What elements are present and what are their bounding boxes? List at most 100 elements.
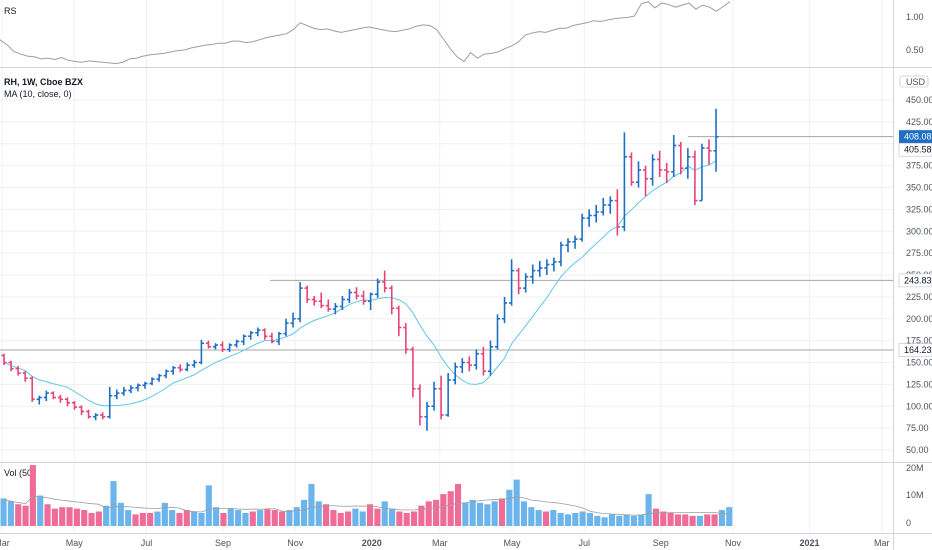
ohlc-bar — [431, 381, 437, 411]
volume-bar — [432, 499, 440, 526]
volume-bar — [139, 512, 146, 526]
price-axis[interactable]: 1.00 0.50 USD 450.00425.00400.00375.0035… — [898, 12, 932, 528]
volume-bar — [645, 494, 652, 526]
volume-bar — [616, 515, 623, 526]
volume-bar — [227, 508, 234, 526]
volume-bars — [0, 465, 733, 526]
price-tick: 350.00 — [906, 183, 932, 193]
volume-bar — [403, 512, 410, 526]
time-tick: Mar — [432, 538, 448, 548]
time-tick: Nov — [725, 538, 742, 548]
volume-bar — [484, 504, 491, 526]
rs-line — [0, 1, 731, 65]
volume-label: Vol (50) — [4, 468, 35, 478]
volume-bar — [718, 510, 725, 526]
ohlc-bar — [255, 327, 261, 337]
volume-bar — [37, 495, 44, 526]
ohlc-bar — [135, 383, 141, 392]
volume-bar — [572, 512, 579, 526]
ohlc-bar — [494, 314, 501, 350]
volume-bar — [95, 511, 102, 526]
ohlc-bar — [424, 401, 430, 431]
time-tick: May — [66, 538, 84, 548]
ohlc-bar — [382, 270, 388, 293]
price-panel: RH, 1W, Cboe BZX MA (10, close, 0) — [0, 77, 893, 431]
ohlc-bar — [459, 358, 465, 373]
volume-bar — [652, 508, 659, 526]
rs-panel: RS — [0, 1, 731, 65]
ohlc-bar — [657, 150, 663, 177]
ohlc-bar — [558, 241, 564, 267]
reference-lines — [0, 136, 893, 351]
volume-bar — [59, 507, 66, 526]
volume-bar — [161, 502, 168, 526]
ohlc-bar — [269, 332, 275, 344]
time-tick: Jul — [578, 538, 590, 548]
ohlc-bar — [480, 346, 486, 376]
price-tick: 50.00 — [906, 445, 929, 455]
volume-bar — [396, 511, 403, 526]
volume-bar — [301, 499, 308, 526]
ohlc-bar — [57, 394, 63, 403]
volume-bar — [213, 507, 220, 526]
volume-bar — [594, 515, 601, 526]
ohlc-bar — [410, 346, 416, 398]
volume-bar — [220, 512, 227, 526]
volume-bar — [608, 514, 616, 526]
volume-bar — [682, 514, 689, 526]
volume-bar — [535, 510, 542, 526]
ohlc-bar — [311, 296, 317, 306]
ohlc-bar — [1, 353, 7, 366]
ohlc-bar — [248, 331, 254, 340]
volume-bar — [22, 505, 29, 526]
volume-bar — [15, 504, 22, 526]
currency-badge[interactable] — [899, 75, 929, 88]
time-tick: Sep — [215, 538, 231, 548]
support-label: 164.23 — [904, 345, 932, 355]
time-axis[interactable]: Mar May Jul Sep Nov 2020 Mar May Jul Sep Nov 2021 Ma… — [0, 538, 890, 548]
ohlc-bar — [685, 148, 691, 179]
volume-bar — [51, 508, 58, 526]
ohlc-bar — [29, 376, 35, 402]
volume-tick: 0 — [906, 518, 911, 528]
volume-bar — [425, 501, 432, 526]
volume-bar — [271, 510, 278, 526]
ohlc-bar — [403, 323, 409, 354]
volume-bar — [110, 481, 117, 526]
volume-bar — [323, 504, 330, 526]
volume-panel: Vol (50) — [0, 465, 733, 526]
ohlc-bar — [509, 259, 515, 306]
volume-bar — [601, 517, 608, 526]
resistance-tag — [898, 273, 932, 288]
price-legend-ma: MA (10, close, 0) — [4, 89, 72, 99]
ohlc-bar — [487, 340, 494, 376]
ohlc-bar — [396, 305, 402, 337]
last-price-label: 408.08 — [904, 132, 932, 142]
volume-bar — [88, 512, 95, 526]
time-tick: Nov — [287, 538, 304, 548]
ohlc-bar — [438, 375, 444, 420]
volume-bar — [564, 514, 572, 526]
ohlc-bar — [473, 349, 479, 370]
ohlc-bar — [107, 387, 113, 419]
ohlc-bar — [368, 292, 374, 310]
volume-bar — [557, 512, 564, 526]
price-tick: 325.00 — [906, 204, 932, 214]
time-tick: Mar — [0, 538, 10, 548]
ohlc-bar — [586, 209, 592, 227]
grid-lines — [0, 0, 893, 533]
ohlc-bar — [551, 257, 557, 272]
volume-bar — [689, 515, 696, 526]
volume-bar — [242, 512, 249, 526]
ohlc-bar — [466, 356, 472, 372]
volume-bar — [44, 504, 51, 526]
volume-tick: 20M — [906, 463, 924, 473]
volume-bar — [147, 512, 154, 526]
price-tick: 150.00 — [906, 358, 932, 368]
ohlc-bar — [417, 384, 423, 426]
volume-bar — [374, 508, 381, 526]
volume-bar — [418, 505, 425, 526]
ohlc-bars — [1, 108, 719, 431]
ohlc-bar — [671, 135, 677, 177]
